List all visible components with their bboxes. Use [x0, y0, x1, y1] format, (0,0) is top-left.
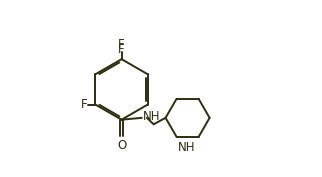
Text: F: F [80, 98, 87, 111]
Text: O: O [117, 139, 126, 152]
Text: F: F [118, 43, 125, 56]
Text: NH: NH [143, 110, 161, 123]
Text: NH: NH [177, 141, 195, 154]
Text: F: F [118, 38, 125, 51]
